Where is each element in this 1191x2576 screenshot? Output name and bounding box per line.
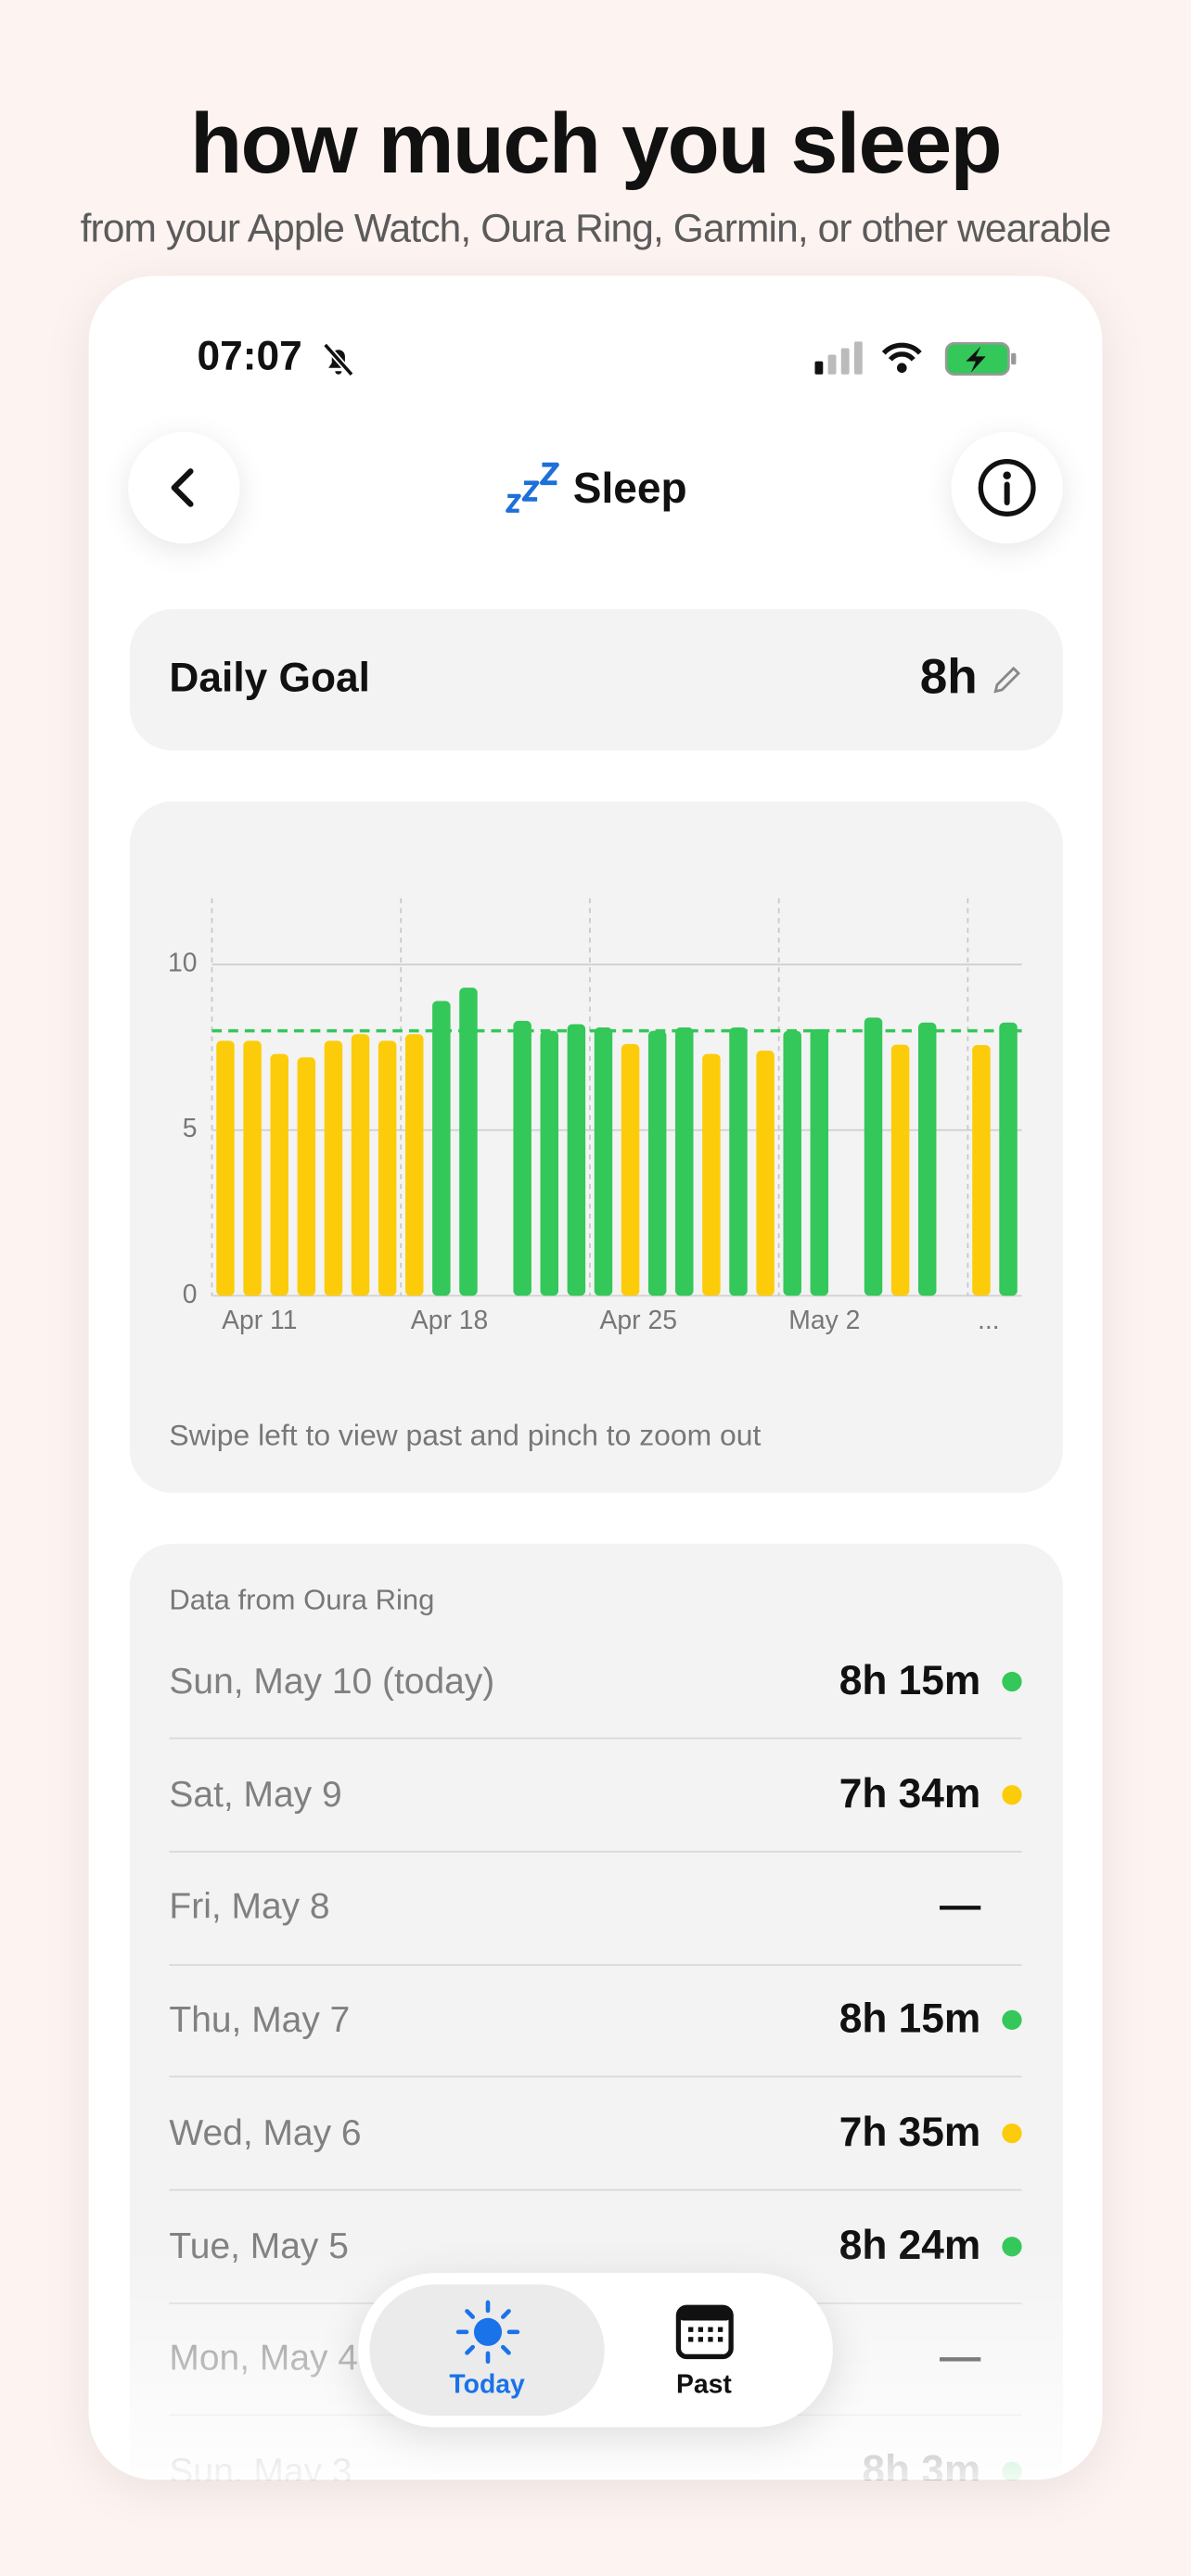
row-separator bbox=[169, 2076, 1022, 2078]
y-tick-label: 5 bbox=[183, 1114, 198, 1143]
bar bbox=[917, 1022, 937, 1296]
bar bbox=[513, 1020, 531, 1296]
row-duration: — bbox=[940, 1883, 981, 1930]
bar bbox=[810, 1028, 829, 1296]
row-duration: 8h 15m bbox=[839, 1996, 981, 2043]
y-tick-label: 10 bbox=[168, 949, 198, 978]
x-tick-label: Apr 18 bbox=[411, 1306, 488, 1335]
subheadline: from your Apple Watch, Oura Ring, Garmin… bbox=[80, 207, 1112, 251]
bar bbox=[324, 1040, 343, 1296]
back-icon bbox=[171, 468, 194, 507]
status-dot bbox=[1002, 2123, 1022, 2143]
status-dot bbox=[1002, 2009, 1022, 2031]
headline: how much you sleep bbox=[190, 96, 1003, 193]
row-duration: 7h 34m bbox=[839, 1770, 981, 1817]
row-date: Sun, May 10 (today) bbox=[169, 1660, 495, 1702]
row-date: Thu, May 7 bbox=[169, 1998, 351, 2040]
goal-label: Daily Goal bbox=[169, 655, 370, 702]
bar bbox=[783, 1030, 801, 1296]
status-icons bbox=[814, 341, 1017, 376]
bar bbox=[297, 1057, 316, 1296]
row-separator bbox=[169, 1850, 1022, 1853]
status-time: 07:07 bbox=[197, 333, 302, 380]
tab-label: Past bbox=[675, 2371, 732, 2400]
silent-icon bbox=[323, 342, 354, 377]
status-dot bbox=[1002, 1671, 1022, 1692]
x-tick-label: Apr 11 bbox=[222, 1306, 297, 1335]
nav-bar: Sleep bbox=[89, 460, 1103, 516]
bar bbox=[729, 1027, 748, 1296]
list-source: Data from Oura Ring bbox=[169, 1583, 435, 1616]
sleep-icon bbox=[505, 462, 559, 513]
bar bbox=[432, 1001, 451, 1296]
goal-card[interactable]: Daily Goal 8h bbox=[129, 609, 1063, 751]
info-button[interactable] bbox=[951, 431, 1063, 544]
phone-screen: 07:07 bbox=[88, 275, 1103, 2480]
row-separator bbox=[169, 1738, 1022, 1740]
row-separator bbox=[169, 1963, 1022, 1966]
bar bbox=[243, 1040, 262, 1296]
bar bbox=[351, 1034, 370, 1296]
bar bbox=[567, 1024, 586, 1296]
goal-value: 8h bbox=[919, 650, 978, 705]
sun-icon bbox=[455, 2300, 519, 2365]
bar bbox=[378, 1040, 397, 1296]
bar bbox=[675, 1027, 694, 1296]
row-date: Wed, May 6 bbox=[169, 2111, 362, 2153]
nav-title: Sleep bbox=[572, 462, 687, 512]
bar bbox=[594, 1027, 613, 1296]
bar bbox=[756, 1051, 775, 1296]
calendar-icon bbox=[674, 2304, 733, 2360]
bar bbox=[972, 1044, 991, 1296]
x-tick-label: May 2 bbox=[788, 1306, 860, 1335]
back-button[interactable] bbox=[128, 431, 240, 544]
tab-bar: Today Past bbox=[358, 2273, 833, 2428]
bar bbox=[459, 988, 478, 1296]
edit-icon bbox=[993, 666, 1021, 694]
tab-today[interactable]: Today bbox=[369, 2284, 605, 2417]
bar bbox=[890, 1044, 910, 1296]
bar bbox=[405, 1034, 424, 1296]
bar bbox=[216, 1040, 235, 1296]
bar bbox=[270, 1053, 288, 1296]
tab-past[interactable]: Past bbox=[586, 2285, 821, 2417]
status-dot bbox=[1002, 1784, 1022, 1804]
y-tick-label: 0 bbox=[183, 1280, 198, 1309]
chart-card: 0 5 10 Apr 11 Apr 18 Apr 25 May 2... Swipe lef… bbox=[129, 801, 1063, 1493]
row-date: Sat, May 9 bbox=[169, 1773, 342, 1815]
x-tick-label: Apr 25 bbox=[600, 1306, 677, 1335]
bar bbox=[999, 1022, 1018, 1296]
bar bbox=[864, 1017, 883, 1296]
bar bbox=[621, 1043, 640, 1296]
info-icon bbox=[978, 459, 1036, 516]
row-date: Fri, May 8 bbox=[169, 1885, 330, 1928]
chart-hint: Swipe left to view past and pinch to zoo… bbox=[169, 1419, 762, 1452]
row-duration: 7h 35m bbox=[839, 2109, 981, 2156]
chart: 0 5 10 Apr 11 Apr 18 Apr 25 May 2... bbox=[168, 898, 1022, 1335]
tab-label: Today bbox=[449, 2371, 525, 2400]
bar bbox=[647, 1030, 667, 1296]
row-separator bbox=[169, 2188, 1022, 2191]
row-duration: 8h 15m bbox=[839, 1657, 981, 1704]
x-tick-label: ... bbox=[978, 1306, 1000, 1335]
bar bbox=[540, 1030, 559, 1296]
bar bbox=[702, 1053, 721, 1296]
